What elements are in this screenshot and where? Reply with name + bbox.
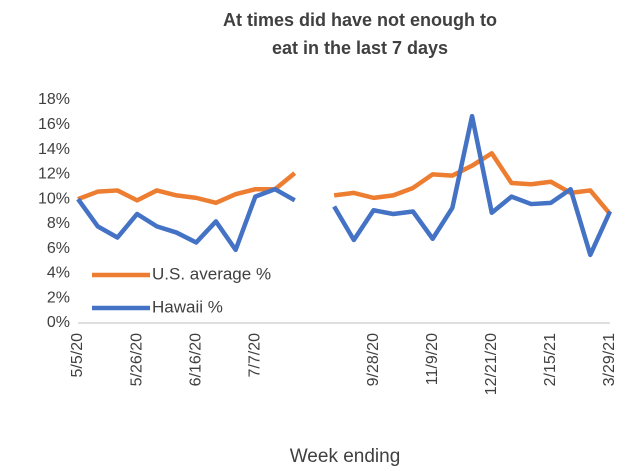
x-tick-label: 12/21/20 xyxy=(483,333,500,395)
y-tick-label: 12% xyxy=(38,166,70,183)
y-tick-label: 2% xyxy=(47,289,70,306)
legend-label: Hawaii % xyxy=(152,297,223,316)
data-line xyxy=(76,113,613,258)
legend-label: U.S. average % xyxy=(152,264,271,283)
y-tick-label: 8% xyxy=(47,215,70,232)
x-tick-label: 2/15/21 xyxy=(542,333,559,386)
x-tick-label: 7/7/20 xyxy=(247,333,264,378)
x-tick-label: 5/26/20 xyxy=(128,333,145,386)
x-tick-label: 11/9/20 xyxy=(424,333,441,385)
y-tick-label: 10% xyxy=(38,190,70,207)
x-axis-title: Week ending xyxy=(290,446,401,467)
y-tick-label: 14% xyxy=(38,141,70,158)
chart-title: At times did have not enough to eat in t… xyxy=(223,10,497,58)
x-tick-label: 5/5/20 xyxy=(69,333,86,378)
x-tick-label: 6/16/20 xyxy=(187,333,204,386)
x-tick-label: 3/29/21 xyxy=(601,333,618,386)
data-line xyxy=(77,151,612,216)
y-tick-label: 18% xyxy=(38,91,70,108)
y-tick-label: 16% xyxy=(38,116,70,133)
y-tick-label: 4% xyxy=(47,265,70,282)
x-tick-label: 9/28/20 xyxy=(365,333,382,386)
y-tick-label: 6% xyxy=(47,240,70,257)
y-tick-label: 0% xyxy=(47,314,70,331)
